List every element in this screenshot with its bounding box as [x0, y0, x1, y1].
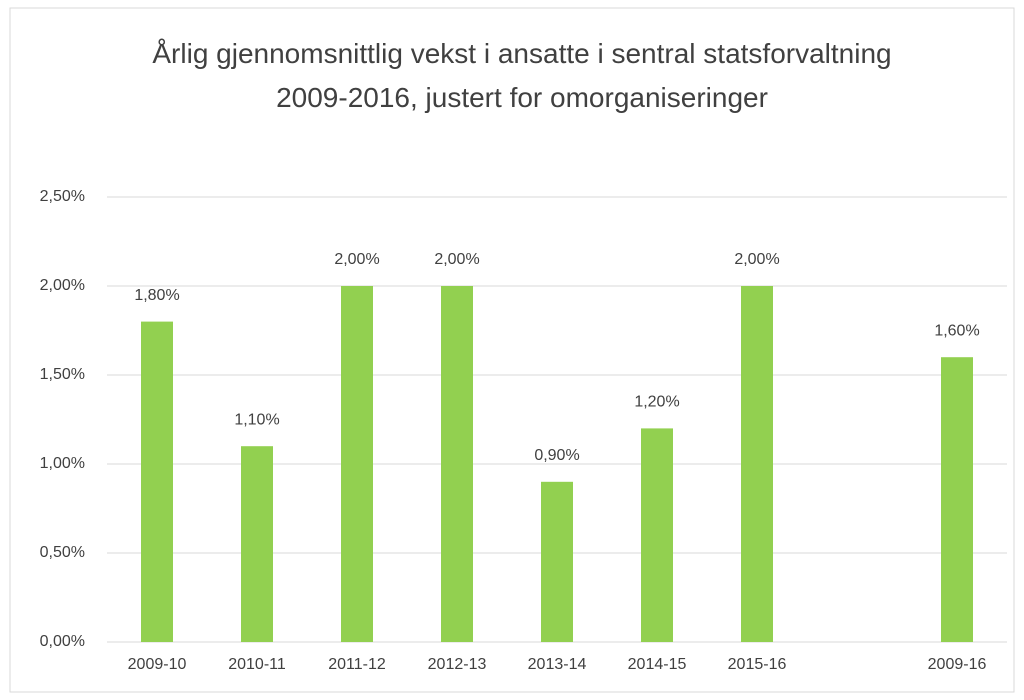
bar	[541, 481, 573, 642]
data-label: 2,00%	[334, 251, 379, 268]
x-tick-label: 2013-14	[528, 656, 587, 673]
chart-border	[9, 7, 1015, 693]
x-tick-label: 2010-11	[228, 656, 286, 673]
y-tick-label: 2,00%	[40, 277, 85, 294]
chart-title: Årlig gjennomsnittlig vekst i ansatte i …	[152, 38, 892, 113]
data-label: 2,00%	[434, 251, 479, 268]
x-tick-label: 2015-16	[728, 656, 787, 673]
bar	[941, 357, 973, 642]
x-tick-label: 2014-15	[628, 656, 687, 673]
y-tick-label: 1,50%	[40, 366, 85, 383]
data-label: 0,90%	[534, 447, 579, 464]
x-tick-label: 2011-12	[328, 656, 386, 673]
bar	[241, 446, 273, 642]
data-label: 1,20%	[634, 394, 679, 411]
x-tick-label: 2009-16	[928, 656, 987, 673]
x-tick-label: 2012-13	[428, 656, 487, 673]
bar	[141, 321, 173, 642]
y-tick-label: 0,00%	[40, 633, 85, 650]
bar	[441, 286, 473, 642]
bar	[341, 286, 373, 642]
data-label: 2,00%	[734, 251, 779, 268]
bar	[641, 428, 673, 642]
y-tick-label: 2,50%	[40, 188, 85, 205]
bar	[741, 286, 773, 642]
x-tick-label: 2009-10	[128, 656, 187, 673]
data-label: 1,80%	[134, 287, 179, 304]
y-tick-label: 0,50%	[40, 544, 85, 561]
data-label: 1,10%	[234, 411, 279, 428]
data-label: 1,60%	[934, 322, 979, 339]
y-tick-label: 1,00%	[40, 455, 85, 472]
